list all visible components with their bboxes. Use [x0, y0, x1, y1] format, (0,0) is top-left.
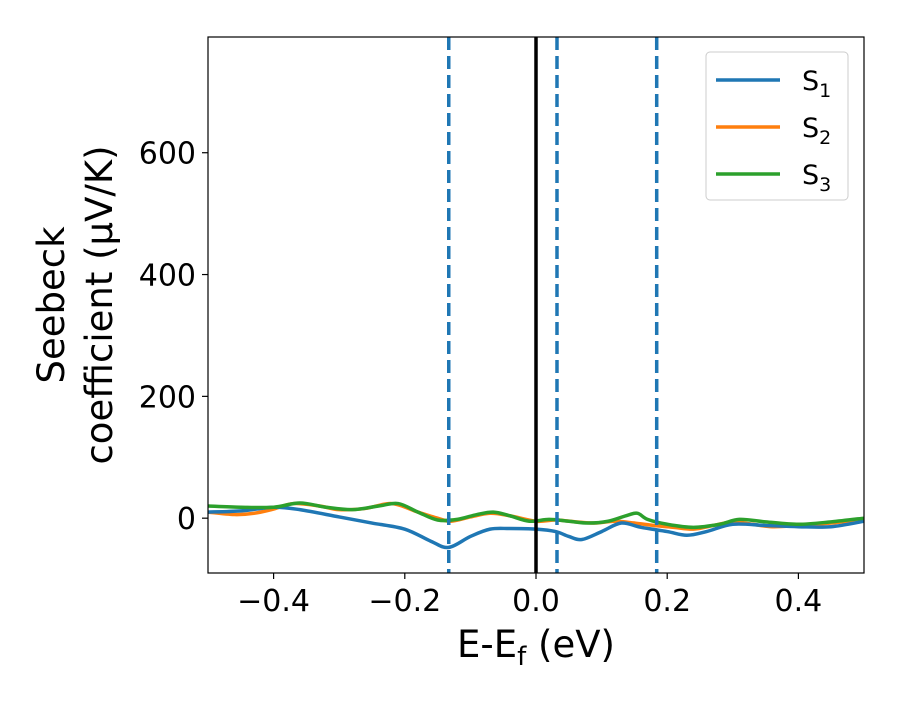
plot-area	[208, 37, 864, 573]
series-line-s3	[208, 501, 864, 530]
x-tick-label: 0.0	[512, 584, 560, 619]
legend: S1 S2 S3	[705, 51, 849, 201]
y-tick-label: 600	[139, 137, 196, 172]
y-tick-label: 200	[139, 380, 196, 415]
x-tick-label: 0.2	[643, 584, 691, 619]
axis-ticks: −0.4 −0.2 0.0 0.2 0.4 0 200 400 600	[139, 137, 823, 619]
y-axis-title-line1: Seebeck	[30, 226, 73, 384]
y-tick-label: 0	[177, 502, 196, 537]
x-axis-title: E-Ef (eV)	[457, 623, 615, 672]
legend-label-s3: S3	[802, 160, 831, 196]
y-tick-label: 400	[139, 259, 196, 294]
legend-label-s1: S1	[802, 66, 831, 102]
x-tick-label: −0.2	[368, 584, 441, 619]
x-tick-label: −0.4	[237, 584, 310, 619]
y-axis-title-line2: coefficient (μV/K)	[78, 145, 121, 464]
x-tick-label: 0.4	[775, 584, 823, 619]
legend-label-s2: S2	[802, 113, 831, 149]
